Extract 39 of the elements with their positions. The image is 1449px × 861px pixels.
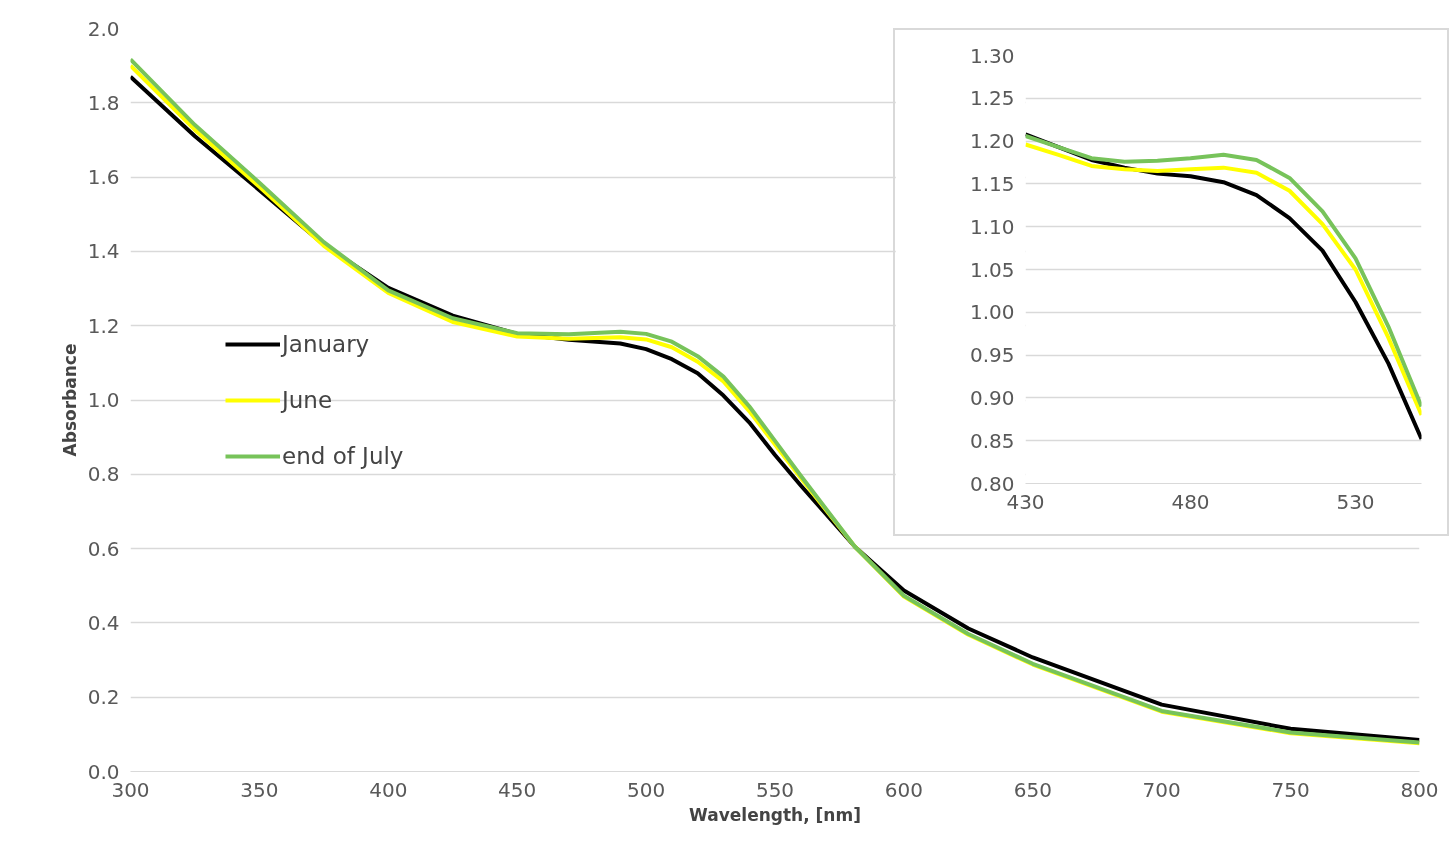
y-tick-label: 1.20	[969, 129, 1015, 154]
legend-label: January	[282, 330, 370, 357]
x-tick-label: 450	[498, 777, 537, 802]
y-tick-label: 0.85	[969, 428, 1015, 453]
y-tick-label: 0.4	[87, 610, 120, 635]
y-tick-label: 0.6	[87, 536, 120, 561]
y-tick-label: 1.4	[87, 239, 120, 264]
y-tick-label: 1.30	[969, 43, 1015, 68]
x-tick-label: 480	[1171, 489, 1210, 514]
y-tick-label: 1.00	[969, 300, 1015, 325]
y-tick-label: 0.90	[969, 385, 1015, 410]
legend-label: June	[282, 386, 333, 413]
legend-label: end of July	[282, 442, 404, 469]
y-tick-label: 0.95	[969, 343, 1015, 368]
y-tick-label: 1.25	[969, 86, 1015, 111]
y-tick-label: 1.10	[969, 214, 1015, 239]
y-tick-label: 2.0	[87, 16, 120, 41]
y-tick-label: 1.0	[87, 388, 120, 412]
x-tick-label: 700	[1142, 777, 1181, 802]
y-tick-label: 0.80	[969, 471, 1015, 496]
y-tick-label: 1.15	[969, 171, 1015, 196]
x-tick-label: 500	[627, 777, 666, 802]
y-tick-label: 1.2	[87, 313, 120, 338]
y-tick-label: 1.05	[969, 257, 1015, 282]
x-tick-label: 530	[1336, 489, 1375, 514]
y-tick-label: 0.0	[87, 759, 120, 784]
x-tick-label: 800	[1400, 777, 1439, 802]
x-axis-title: Wavelength, [nm]	[689, 804, 861, 825]
x-tick-label: 750	[1271, 777, 1310, 802]
x-tick-label: 350	[240, 777, 279, 802]
y-tick-label: 1.6	[87, 165, 120, 190]
y-tick-label: 1.8	[87, 90, 120, 115]
x-tick-label: 600	[884, 777, 923, 802]
y-axis-title: Absorbance	[59, 343, 80, 457]
y-tick-label: 0.2	[87, 685, 120, 710]
x-tick-label: 650	[1013, 777, 1052, 802]
y-tick-label: 0.8	[87, 462, 120, 487]
x-tick-label: 400	[369, 777, 408, 802]
x-tick-label: 550	[755, 777, 795, 802]
